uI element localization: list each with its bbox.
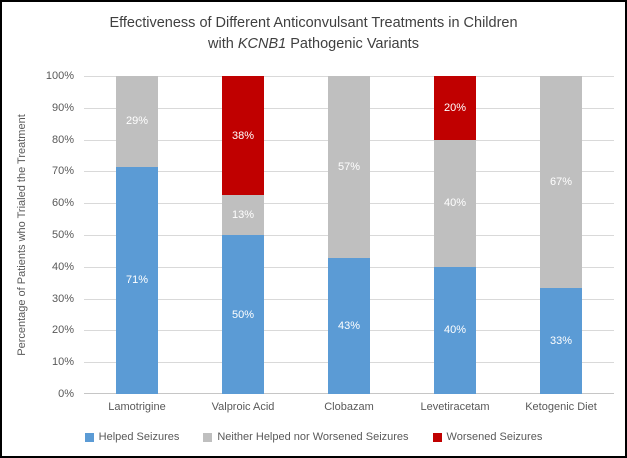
data-label: 20%	[443, 101, 467, 114]
x-category-label: Clobazam	[324, 401, 374, 413]
data-label: 50%	[231, 308, 255, 321]
legend-item: Helped Seizures	[84, 431, 180, 443]
data-label: 67%	[549, 176, 573, 189]
chart-title-line1: Effectiveness of Different Anticonvulsan…	[109, 15, 518, 31]
y-axis: 0% 10% 20% 30% 40% 50% 60% 70% 80% 90% 100%	[2, 70, 78, 400]
x-category-label: Lamotrigine	[108, 401, 166, 413]
y-tick-label: 50%	[51, 229, 74, 241]
y-tick-label: 20%	[51, 324, 74, 337]
data-label: 40%	[443, 197, 467, 210]
data-label: 57%	[337, 160, 361, 173]
legend-swatch	[432, 432, 442, 442]
bar: 40% 40% 20%	[434, 76, 476, 394]
y-tick-label: 10%	[51, 356, 74, 369]
bar-segment: 43%	[328, 257, 370, 394]
chart-title-line2: with KCNB1 Pathogenic Variants	[2, 34, 625, 55]
bar-segment: 29%	[116, 76, 158, 167]
data-label: 29%	[125, 115, 149, 128]
y-tick-label: 30%	[51, 292, 74, 305]
chart-title-gene-name: KCNB1	[237, 36, 287, 52]
chart-title-line2-post: Pathogenic Variants	[286, 36, 419, 52]
y-tick-label: 70%	[51, 165, 74, 178]
bar-segment: 40%	[434, 266, 476, 394]
chart-title: Effectiveness of Different Anticonvulsan…	[2, 13, 625, 55]
legend-label: Helped Seizures	[98, 431, 180, 443]
data-label: 43%	[337, 319, 361, 332]
bar-column: 33% 67%	[508, 76, 614, 394]
x-category-label: Valproic Acid	[211, 401, 275, 413]
bar-segment: 33%	[540, 288, 582, 394]
bar: 50% 13% 38%	[222, 76, 264, 394]
x-category-label: Levetiracetam	[420, 401, 490, 413]
plot-area: 71% 29% 50% 13% 38% 43% 57% 40% 40% 20% 33% 67%	[84, 76, 614, 394]
bar-segment: 57%	[328, 76, 370, 258]
legend-label: Neither Helped nor Worsened Seizures	[217, 431, 409, 443]
y-tick-label: 80%	[51, 133, 74, 146]
y-tick-label: 60%	[51, 197, 74, 210]
bar-column: 71% 29%	[84, 76, 190, 394]
bar-segment: 67%	[540, 76, 582, 289]
bar: 33% 67%	[540, 76, 582, 394]
bar-column: 43% 57%	[296, 76, 402, 394]
data-label: 33%	[549, 335, 573, 348]
chart-title-line2-pre: with	[208, 36, 238, 52]
data-label: 40%	[443, 324, 467, 337]
legend-item: Neither Helped nor Worsened Seizures	[203, 431, 409, 443]
bar-segment: 71%	[116, 166, 158, 394]
bar: 71% 29%	[116, 76, 158, 394]
data-label: 13%	[231, 209, 255, 222]
bar-segment: 40%	[434, 139, 476, 267]
bar-segment: 20%	[434, 76, 476, 140]
bar-segment: 13%	[222, 195, 264, 235]
data-label: 38%	[231, 129, 255, 142]
legend: Helped Seizures Neither Helped nor Worsen…	[2, 431, 625, 443]
bar: 43% 57%	[328, 76, 370, 394]
y-tick-label: 40%	[51, 260, 74, 273]
y-tick-label: 100%	[45, 70, 74, 82]
x-axis: Lamotrigine Valproic Acid Clobazam Levetira…	[84, 401, 614, 416]
bar-column: 50% 13% 38%	[190, 76, 296, 394]
legend-swatch	[84, 432, 94, 442]
legend-swatch	[203, 432, 213, 442]
y-tick-label: 0%	[58, 388, 74, 400]
legend-item: Worsened Seizures	[432, 431, 543, 443]
bar-segment: 50%	[222, 235, 264, 394]
y-tick-label: 90%	[51, 101, 74, 114]
x-category-label: Ketogenic Diet	[525, 401, 597, 413]
bar-column: 40% 40% 20%	[402, 76, 508, 394]
bar-segment: 38%	[222, 76, 264, 196]
data-label: 71%	[125, 274, 149, 287]
legend-label: Worsened Seizures	[446, 431, 543, 443]
